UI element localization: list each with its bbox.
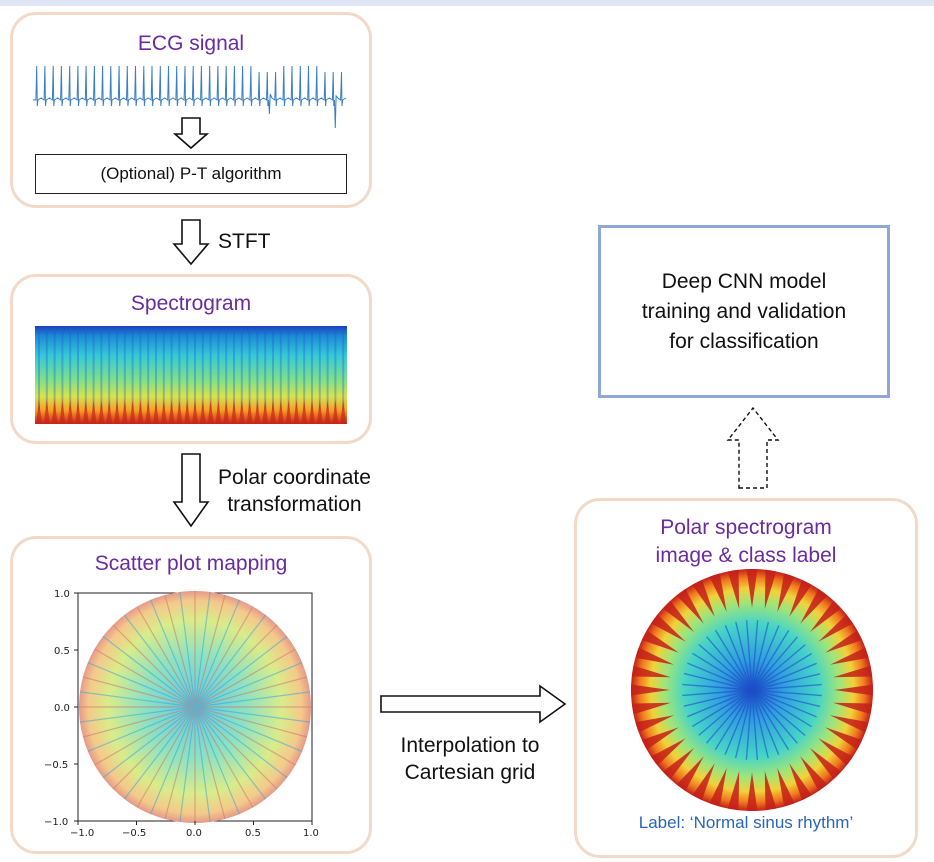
top-bar (0, 0, 934, 6)
polar-image-title-line1: Polar spectrogram (660, 516, 832, 539)
spectrogram-image (35, 326, 347, 424)
cnn-line1: Deep CNN model (661, 269, 827, 293)
stft-label: STFT (218, 230, 271, 253)
class-label: Label: ‘Normal sinus rhythm’ (638, 813, 854, 832)
cnn-line2: training and validation (641, 299, 847, 323)
ecg-panel-title: ECG signal (137, 32, 245, 55)
cnn-line3: for classification (669, 329, 819, 353)
pt-algorithm-box: (Optional) P-T algorithm (35, 154, 347, 194)
spectrogram-panel-title: Spectrogram (130, 292, 252, 315)
scatter-panel: Scatter plot mapping (10, 536, 372, 854)
scatter-panel-title: Scatter plot mapping (94, 552, 288, 575)
polar-transform-line2: transformation (227, 493, 362, 516)
polar-transform-line1: Polar coordinate (218, 466, 371, 489)
polar-image-panel: Polar spectrogram image & class label La… (574, 498, 918, 858)
interpolation-line1: Interpolation to (400, 734, 540, 757)
polar-transform-label: Polar coordinate transformation (218, 464, 371, 518)
cnn-model-box: Deep CNN model training and validation f… (598, 225, 890, 398)
interpolation-label: Interpolation to Cartesian grid (372, 732, 568, 786)
interpolation-line2: Cartesian grid (404, 761, 536, 784)
polar-image-title-line2: image & class label (655, 544, 837, 567)
